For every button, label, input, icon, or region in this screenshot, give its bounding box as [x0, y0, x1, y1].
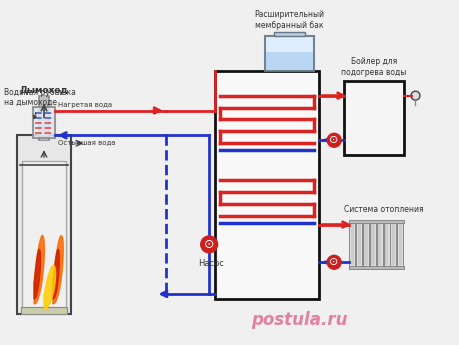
Bar: [377, 224, 381, 265]
Circle shape: [326, 255, 341, 269]
Circle shape: [200, 236, 217, 253]
Text: ⊙: ⊙: [203, 238, 214, 251]
Text: ⊙: ⊙: [329, 135, 338, 145]
Bar: [348, 220, 403, 223]
Text: postula.ru: postula.ru: [251, 311, 347, 329]
Text: Система отопления: Система отопления: [343, 205, 423, 214]
Bar: [376, 220, 382, 269]
Polygon shape: [53, 249, 59, 299]
Bar: [396, 220, 403, 269]
Text: Расширительный
мембранный бак: Расширительный мембранный бак: [254, 10, 324, 30]
Bar: [383, 220, 389, 269]
Polygon shape: [34, 236, 44, 304]
Polygon shape: [34, 249, 40, 299]
Bar: [391, 224, 394, 265]
Bar: [215, 71, 319, 299]
Bar: [370, 224, 374, 265]
Bar: [348, 266, 403, 269]
Bar: [21, 307, 67, 314]
Text: Насос: Насос: [198, 259, 224, 268]
Bar: [17, 135, 71, 314]
Bar: [362, 220, 368, 269]
Circle shape: [326, 133, 341, 147]
Bar: [384, 224, 387, 265]
Bar: [390, 220, 396, 269]
Bar: [357, 224, 360, 265]
Text: Дымоход: Дымоход: [20, 86, 68, 95]
Bar: [273, 32, 305, 36]
Text: Водяная рубашка
на дымоходе: Водяная рубашка на дымоходе: [4, 88, 76, 119]
Polygon shape: [53, 236, 63, 304]
Bar: [349, 220, 355, 269]
Text: Остывшая вода: Остывшая вода: [58, 139, 115, 145]
Bar: [343, 81, 403, 155]
Bar: [22, 161, 66, 310]
Polygon shape: [44, 265, 56, 309]
Bar: [350, 224, 353, 265]
Bar: [369, 220, 375, 269]
Text: Бойлер для
подогрева воды: Бойлер для подогрева воды: [341, 57, 406, 77]
Bar: [265, 52, 313, 70]
Bar: [355, 220, 362, 269]
Bar: [39, 96, 50, 140]
Bar: [364, 224, 367, 265]
Bar: [40, 96, 48, 140]
Text: ⊙: ⊙: [329, 257, 338, 267]
Text: Нагретая вода: Нагретая вода: [58, 102, 112, 108]
Bar: [397, 224, 401, 265]
Circle shape: [410, 91, 419, 100]
Bar: [33, 107, 55, 138]
Bar: [264, 36, 313, 71]
